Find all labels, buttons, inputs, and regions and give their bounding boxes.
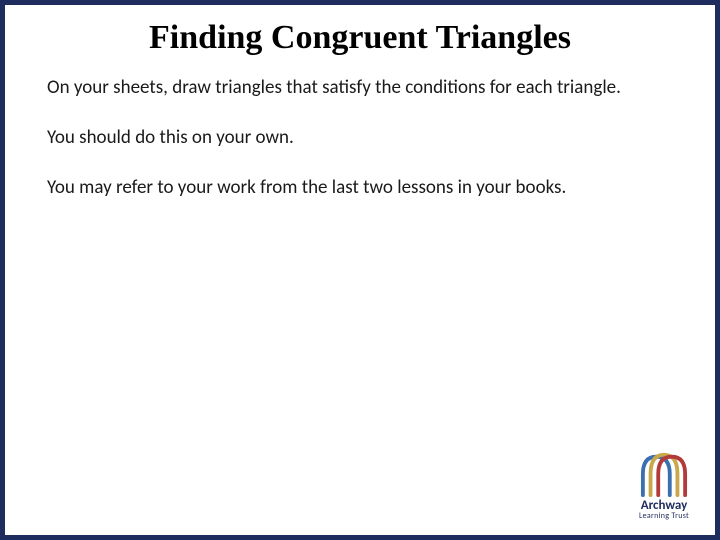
paragraph-2: You should do this on your own. <box>47 126 673 150</box>
paragraph-3: You may refer to your work from the last… <box>47 176 673 200</box>
brand-logo: Archway Learning Trust <box>635 449 693 521</box>
paragraph-1: On your sheets, draw triangles that sati… <box>47 76 673 100</box>
slide-frame: Finding Congruent Triangles On your shee… <box>0 0 720 540</box>
logo-text-sub: Learning Trust <box>635 512 693 521</box>
slide-title: Finding Congruent Triangles <box>5 5 715 56</box>
archway-logo-icon <box>635 449 693 497</box>
slide-body: On your sheets, draw triangles that sati… <box>5 56 715 199</box>
